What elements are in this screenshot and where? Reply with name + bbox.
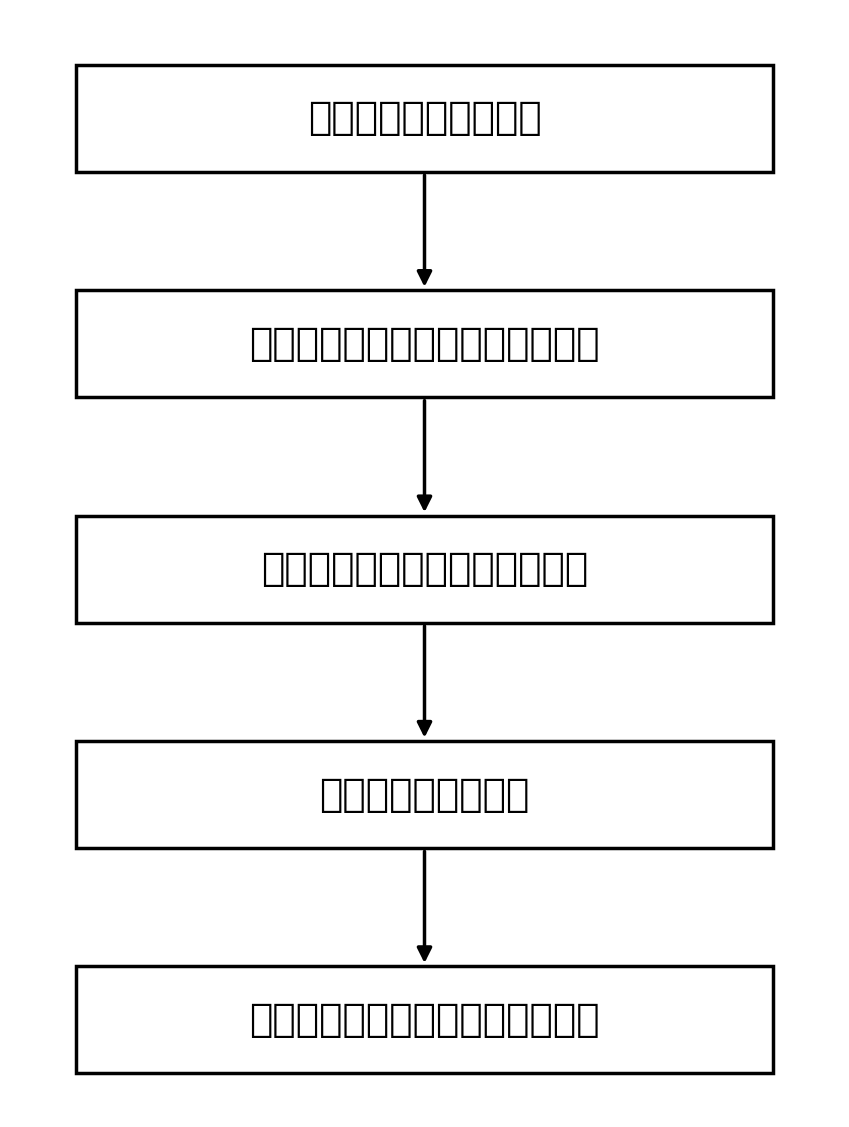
Bar	[76, 516, 773, 622]
Bar	[76, 64, 773, 171]
Bar	[76, 742, 773, 848]
Bar	[76, 966, 773, 1073]
Text: 采用迭代法计算每基杆塔接地电阻: 采用迭代法计算每基杆塔接地电阻	[250, 1001, 599, 1039]
Text: 建立输电线路回路阻抗的电路模型: 建立输电线路回路阻抗的电路模型	[250, 325, 599, 363]
Bar	[76, 291, 773, 398]
Text: 获取每基杆塔的回路阻抗测试值: 获取每基杆塔的回路阻抗测试值	[261, 550, 588, 588]
Text: 获取输电线路基本信息: 获取输电线路基本信息	[307, 99, 542, 137]
Text: 计算每档地线的电阻: 计算每档地线的电阻	[319, 775, 530, 814]
